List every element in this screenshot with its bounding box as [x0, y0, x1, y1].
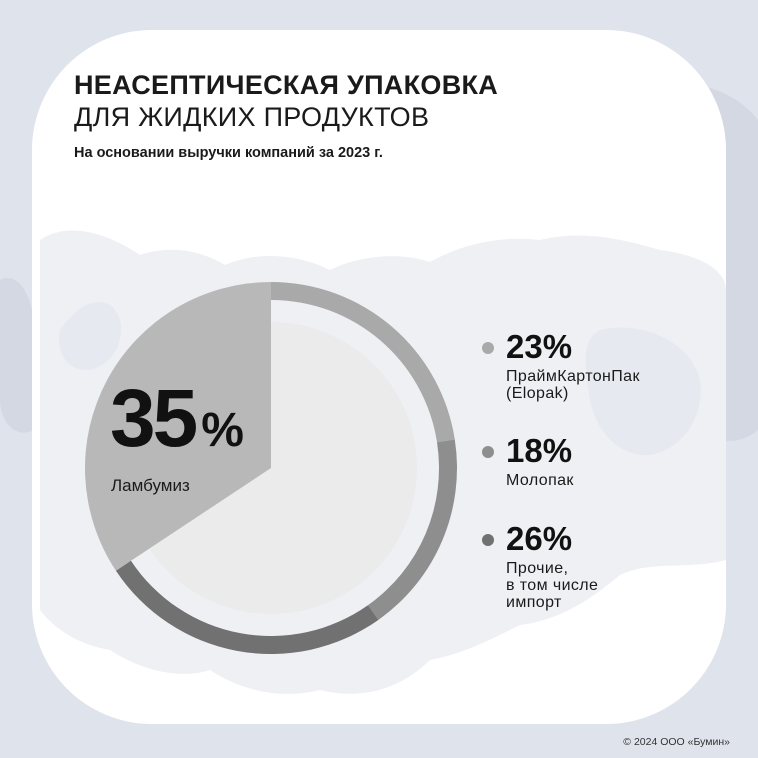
legend-label: Молопак [506, 472, 574, 489]
legend-dot [482, 342, 494, 354]
subtitle: На основании выручки компаний за 2023 г. [74, 145, 383, 161]
pie-slice-ламбумиз [84, 282, 271, 571]
highlight-label: Ламбумиз [111, 476, 190, 495]
legend-label: ПраймКартонПак (Elopak) [506, 368, 640, 402]
pie-slice-праймкартонпак-elopak [271, 282, 455, 443]
legend-value: 26% [506, 520, 573, 557]
legend-value: 23% [506, 328, 573, 365]
pie-slice-молопак [368, 439, 457, 620]
legend-value: 18% [506, 432, 573, 469]
legend-label: Прочие, в том числе импорт [506, 560, 599, 611]
title-line-1: НЕАСЕПТИЧЕСКАЯ УПАКОВКА [74, 70, 499, 100]
copyright: © 2024 ООО «Бумин» [623, 736, 730, 748]
highlight-unit: % [201, 404, 244, 457]
pie-slice-прочие-в-том-числе-импорт [115, 560, 379, 654]
highlight-value: 35% [110, 378, 244, 460]
highlight-number: 35 [110, 373, 198, 464]
title-line-2: ДЛЯ ЖИДКИХ ПРОДУКТОВ [74, 102, 430, 132]
legend-dot [482, 534, 494, 546]
legend-dot [482, 446, 494, 458]
